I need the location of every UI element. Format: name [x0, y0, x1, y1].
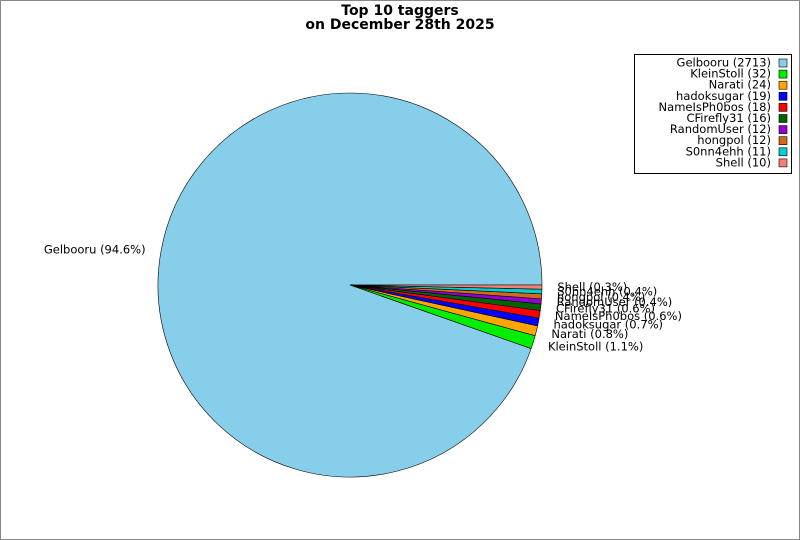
slice-label: CFirefly31 (0.6%): [556, 302, 655, 316]
legend-label: hadoksugar (19): [676, 89, 771, 103]
slice-label: hadoksugar (0.7%): [553, 317, 663, 331]
legend-swatch: [778, 69, 788, 79]
legend-swatch: [778, 125, 788, 134]
pie-slice: [349, 284, 543, 290]
legend-label: CFirefly31 (16): [687, 111, 772, 125]
legend-label: KleinStoll (32): [690, 67, 771, 81]
slice-label: NameIsPh0bos (0.6%): [555, 309, 682, 323]
slice-label: hongpol (0.4%): [557, 290, 645, 304]
legend-swatch: [778, 114, 788, 123]
slice-label: KleinStoll (1.1%): [548, 339, 643, 353]
legend-label: Gelbooru (2713): [677, 56, 771, 70]
legend-swatch: [778, 147, 788, 157]
legend-label: RandomUser (12): [670, 122, 771, 136]
legend-label: Shell (10): [716, 155, 771, 169]
legend-swatch: [778, 136, 788, 145]
slice-label: S0nn4ehh (0.4%): [557, 285, 657, 299]
slice-label: Narati (0.8%): [551, 327, 628, 341]
legend-label: S0nn4ehh (11): [686, 144, 771, 158]
legend-swatch: [778, 103, 788, 112]
slice-label: Shell (0.3%): [557, 280, 627, 294]
legend-swatch: [778, 80, 788, 90]
legend-swatch: [778, 92, 788, 101]
slice-label: RandomUser (0.4%): [557, 295, 673, 309]
legend-swatch: [778, 158, 788, 168]
legend-label: Narati (24): [709, 78, 771, 92]
chart-subtitle: on December 28th 2025: [305, 17, 494, 33]
legend-swatch: [778, 58, 788, 68]
chart-title: Top 10 taggers: [341, 3, 458, 19]
legend-box: [634, 54, 792, 174]
slice-label: Gelbooru (94.6%): [44, 243, 146, 257]
legend-label: NameIsPh0bos (18): [659, 100, 771, 114]
legend-label: hongpol (12): [697, 133, 771, 147]
